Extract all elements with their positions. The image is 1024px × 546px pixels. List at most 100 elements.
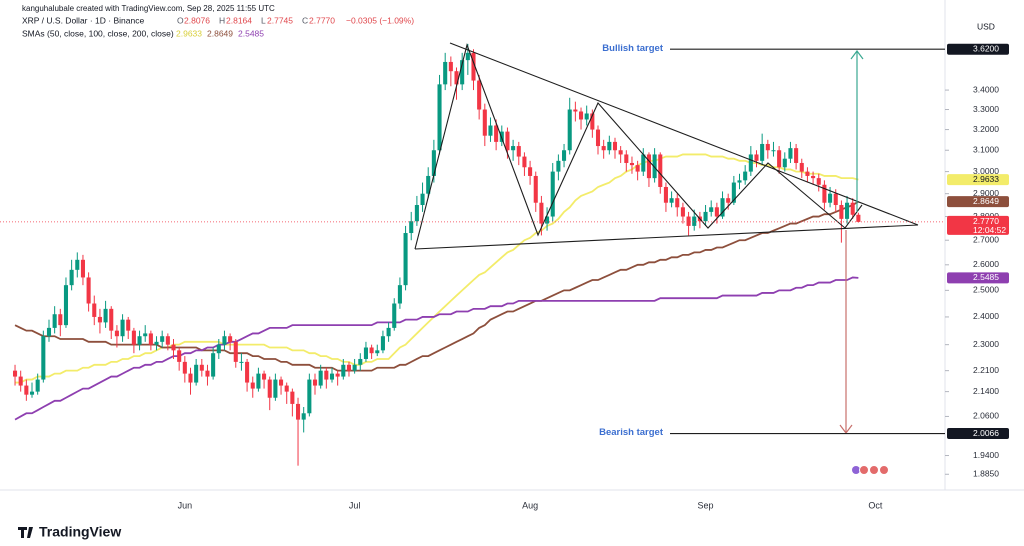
candle-body xyxy=(629,162,635,166)
candle-body xyxy=(556,160,561,172)
candle-body xyxy=(641,154,646,172)
candle-body xyxy=(488,125,493,136)
candle-body xyxy=(794,148,799,163)
ohlc-key: L xyxy=(261,15,266,25)
candle-body xyxy=(267,379,272,398)
candle-body xyxy=(765,143,770,151)
y-tick-label: 3.0000 xyxy=(973,166,999,176)
candle-body xyxy=(522,156,527,168)
candle-body xyxy=(533,175,538,203)
candle-body xyxy=(420,193,425,206)
candle-body xyxy=(612,141,618,151)
candle-body xyxy=(720,198,725,217)
candle-body xyxy=(709,207,714,212)
candle-body xyxy=(380,336,385,351)
candle-body xyxy=(539,202,544,224)
indicator-value: 2.9633 xyxy=(176,28,202,38)
candle-body xyxy=(52,314,57,328)
candle-body xyxy=(80,259,85,278)
candle-body xyxy=(833,193,838,206)
candle-body xyxy=(828,193,833,203)
x-tick-label: Jul xyxy=(349,500,361,510)
target-tag-label: 2.0066 xyxy=(973,428,999,438)
candle-body xyxy=(669,198,674,203)
candle-body xyxy=(143,333,148,337)
y-tick-label: 2.5000 xyxy=(973,285,999,295)
candle-body xyxy=(652,154,657,179)
candle-body xyxy=(239,361,244,363)
candle-body xyxy=(567,109,572,151)
y-tick-label: 2.0600 xyxy=(973,411,999,421)
candle-body xyxy=(494,125,499,142)
candle-body xyxy=(324,370,329,380)
candle-body xyxy=(199,364,204,371)
candle-body xyxy=(426,175,431,194)
y-tick-label: 2.4000 xyxy=(973,311,999,321)
candle-body xyxy=(250,382,255,389)
candle-body xyxy=(482,109,487,136)
candle-body xyxy=(284,385,289,392)
candle-body xyxy=(545,216,550,224)
candle-body xyxy=(590,113,595,130)
x-tick-label: Sep xyxy=(698,500,714,510)
candle-body xyxy=(114,330,119,337)
ohlc-value: 2.8164 xyxy=(226,15,252,25)
candle-body xyxy=(46,327,52,337)
candle-body xyxy=(782,158,787,168)
candle-body xyxy=(618,150,623,155)
ohlc-key: H xyxy=(219,15,225,25)
candle-body xyxy=(211,353,216,377)
candle-body xyxy=(731,182,736,203)
candle-body xyxy=(658,154,663,187)
candle-body xyxy=(301,413,306,420)
candle-body xyxy=(363,347,368,359)
candle-body xyxy=(165,336,170,345)
candle-body xyxy=(103,308,108,323)
series-tag-label: 2.5485 xyxy=(973,272,999,282)
candle-body xyxy=(477,80,482,110)
series-tag-label: 2.8649 xyxy=(973,196,999,206)
candle-body xyxy=(86,277,91,304)
candle-body xyxy=(63,285,69,326)
moving-average-line xyxy=(14,276,859,421)
candle-body xyxy=(760,143,765,161)
drawings xyxy=(414,42,919,250)
candle-body xyxy=(584,113,589,120)
candle-body xyxy=(703,211,708,222)
countdown: 12:04:52 xyxy=(973,225,1006,235)
indicator-label: SMAs (50, close, 100, close, 200, close) xyxy=(22,28,174,38)
candle-body xyxy=(578,111,584,120)
candle-body xyxy=(18,376,23,386)
candle-body xyxy=(437,84,442,151)
candle-body xyxy=(675,198,680,208)
candle-body xyxy=(262,373,267,380)
target-tag xyxy=(947,43,1009,55)
candle-body xyxy=(279,379,284,386)
y-tick-label: 3.3000 xyxy=(973,104,999,114)
target-tag xyxy=(947,428,1009,440)
candle-body xyxy=(397,285,402,304)
candle-body xyxy=(233,341,238,362)
candle-body xyxy=(256,373,261,389)
candle-body xyxy=(528,167,533,176)
target-tag-label: 3.6200 xyxy=(973,43,999,53)
event-icon xyxy=(852,466,860,474)
candle-body xyxy=(562,150,567,161)
candle-body xyxy=(595,129,601,147)
candle-body xyxy=(24,385,29,395)
y-tick-label: 1.8850 xyxy=(973,469,999,479)
indicator-value: 2.5485 xyxy=(238,28,264,38)
candle-body xyxy=(414,205,419,222)
candle-body xyxy=(624,154,629,163)
candle-body xyxy=(443,61,448,85)
candle-body xyxy=(850,202,855,215)
series-tag xyxy=(947,196,1009,208)
candle-body xyxy=(216,344,221,354)
candle-body xyxy=(307,379,312,414)
candle-body xyxy=(663,186,668,203)
change: −0.0305 (−1.09%) xyxy=(346,15,414,25)
series-tag xyxy=(947,174,1009,186)
candle-body xyxy=(329,373,335,380)
currency: USD xyxy=(977,21,995,31)
